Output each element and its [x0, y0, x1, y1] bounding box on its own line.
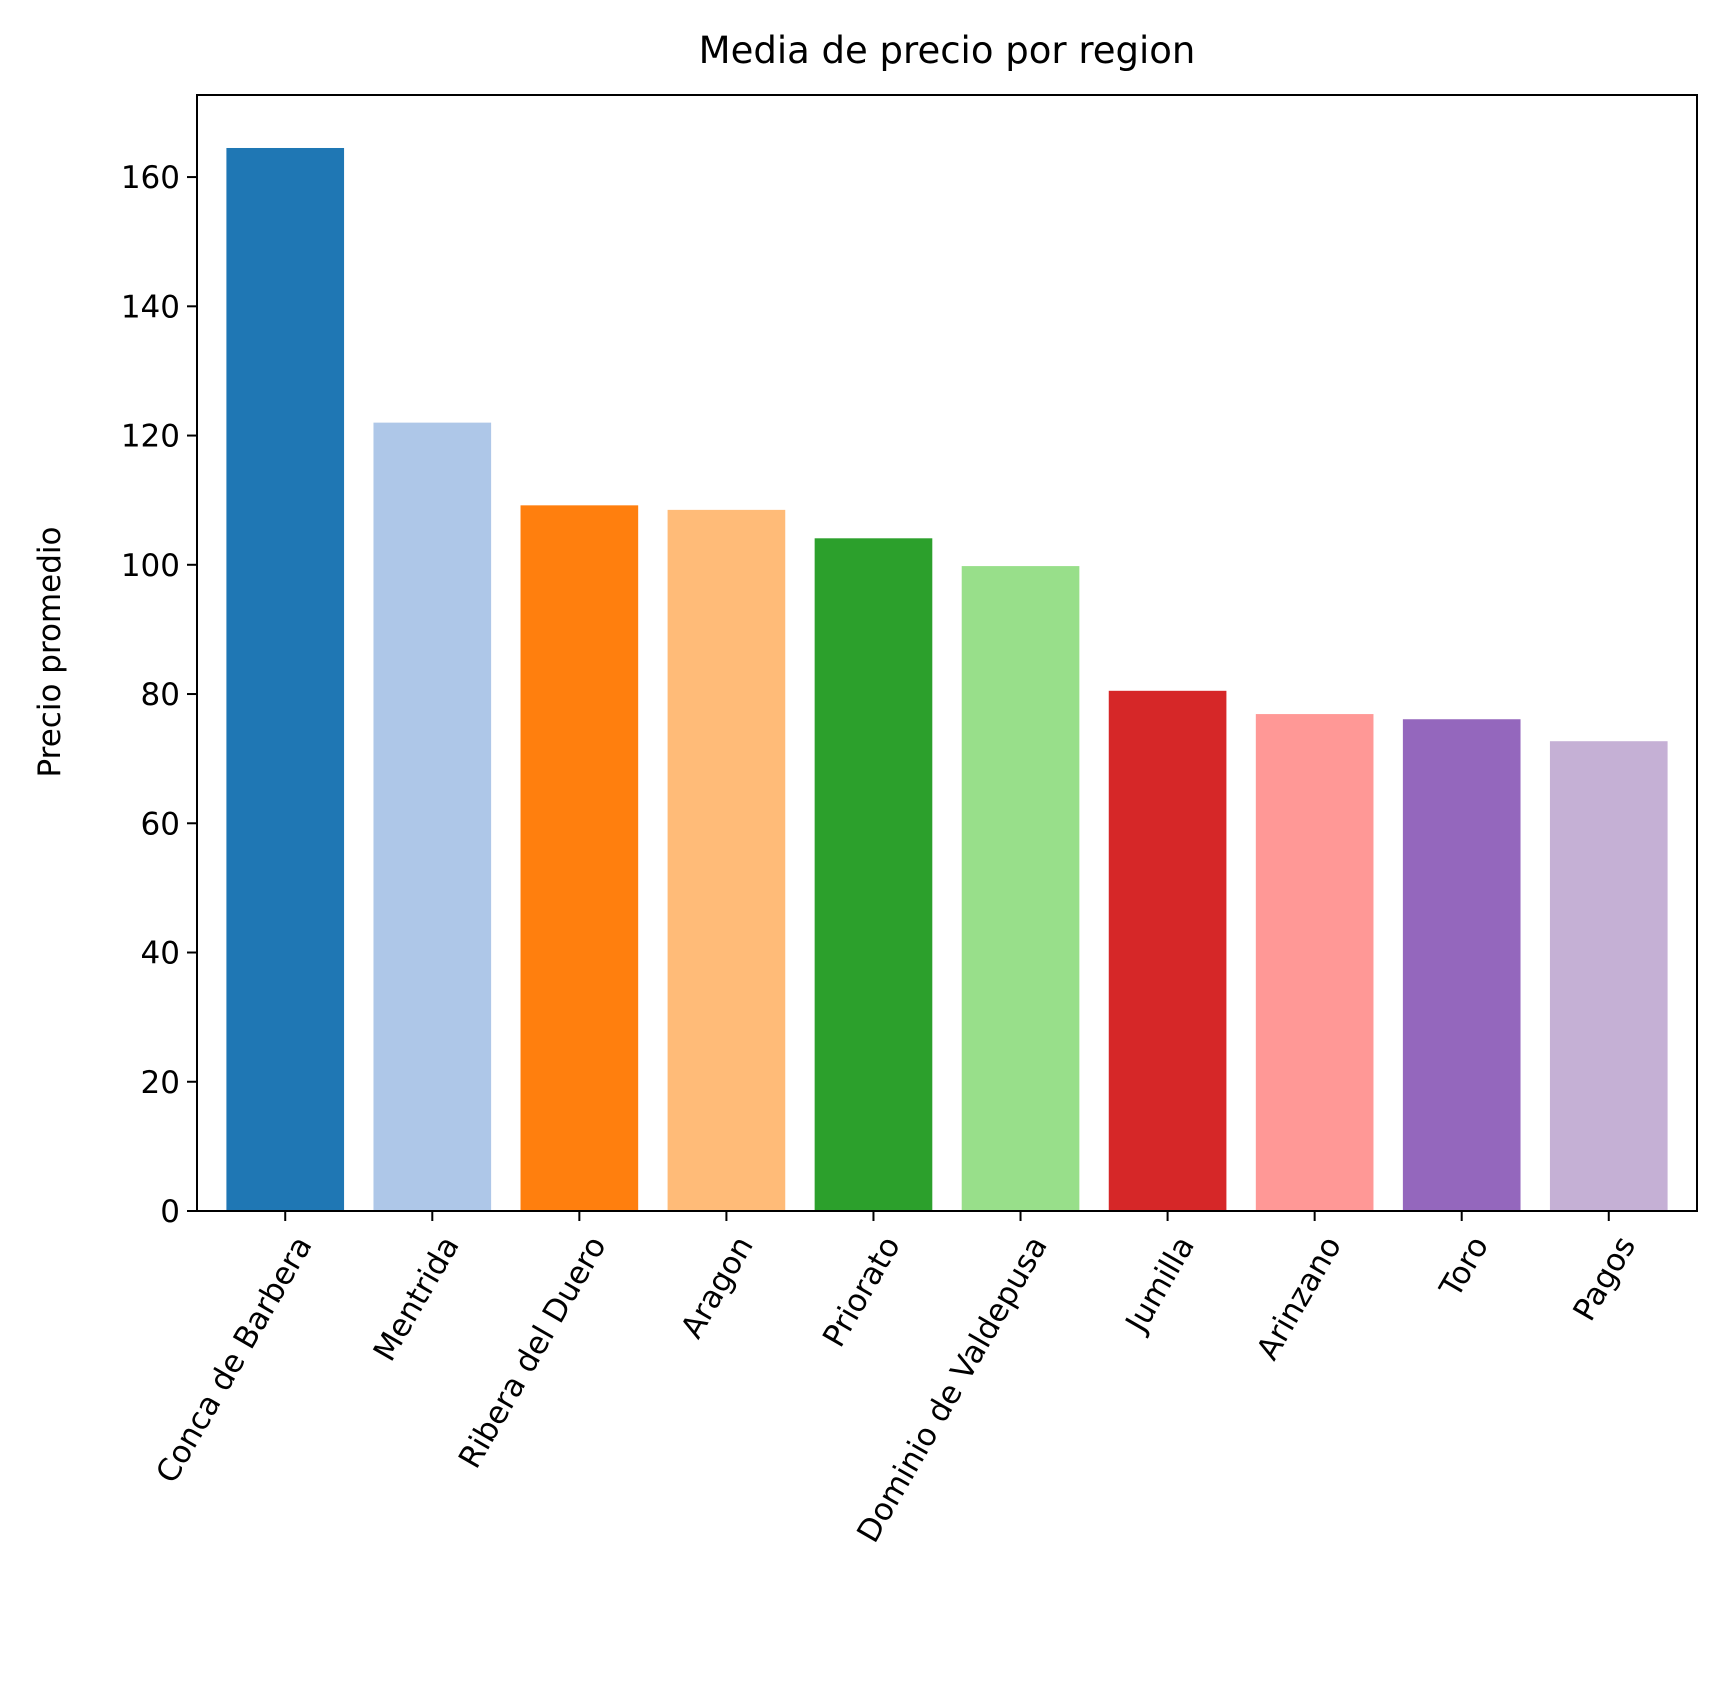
y-tick-label-40: 40	[141, 936, 180, 972]
y-tick-label-0: 0	[160, 1194, 180, 1230]
x-tick-label-7: Jumilla	[1118, 1230, 1202, 1340]
bar-5	[814, 538, 933, 1211]
x-tick-label-5: Priorato	[816, 1230, 908, 1353]
x-tick-label-3: Ribera del Duero	[452, 1230, 614, 1474]
y-tick-label-80: 80	[141, 677, 180, 713]
plot-area: 0 20 40 60 80 100 120 140 160 Conca de Barbera Men…	[121, 94, 1698, 1549]
bar-7	[1108, 690, 1227, 1211]
bar-10	[1549, 741, 1668, 1211]
bar-1	[226, 147, 345, 1212]
bar-9	[1402, 719, 1521, 1211]
y-axis-label: Precio promedio	[32, 527, 68, 778]
bar-3	[520, 505, 639, 1212]
x-tick-label-10: Pagos	[1566, 1230, 1643, 1327]
bar-4	[667, 509, 786, 1211]
bar-8	[1255, 714, 1374, 1211]
x-tick-label-9: Toro	[1433, 1230, 1497, 1304]
y-tick-label-60: 60	[141, 806, 180, 842]
x-tick-label-1: Conca de Barbera	[149, 1230, 319, 1489]
bar-2	[373, 422, 492, 1211]
chart-title: Media de precio por region	[699, 29, 1196, 72]
plot-frame	[196, 94, 1698, 1212]
x-tick-label-2: Mentrida	[367, 1230, 467, 1367]
y-tick-label-140: 140	[121, 289, 180, 325]
bar-6	[961, 566, 1080, 1211]
y-tick-label-100: 100	[121, 548, 180, 584]
y-tick-label-120: 120	[121, 419, 180, 455]
y-tick-label-160: 160	[121, 160, 180, 196]
x-tick-label-8: Arinzano	[1250, 1230, 1349, 1366]
x-tick-label-4: Aragon	[674, 1230, 761, 1344]
y-tick-label-20: 20	[141, 1065, 180, 1101]
